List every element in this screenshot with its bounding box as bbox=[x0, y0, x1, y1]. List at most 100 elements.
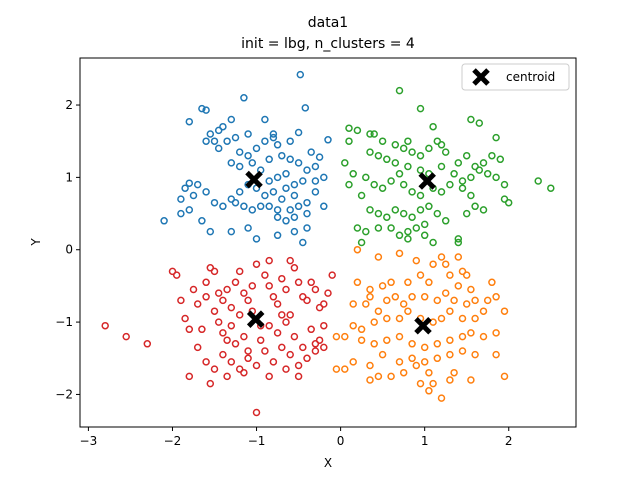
data-point-cluster-0 bbox=[227, 195, 236, 203]
data-point-cluster-0 bbox=[261, 191, 269, 200]
y-axis: −2 −1 0 1 2 bbox=[55, 98, 80, 401]
data-point-cluster-2 bbox=[404, 137, 412, 145]
data-point-cluster-1 bbox=[471, 350, 479, 359]
data-point-cluster-0 bbox=[278, 195, 286, 203]
data-point-cluster-2 bbox=[471, 202, 479, 211]
data-point-cluster-1 bbox=[471, 314, 479, 323]
data-point-cluster-1 bbox=[357, 336, 366, 344]
data-point-cluster-3 bbox=[324, 289, 332, 297]
data-point-cluster-2 bbox=[450, 170, 458, 178]
chart-title-line1: data1 bbox=[308, 15, 348, 31]
data-point-cluster-2 bbox=[504, 198, 513, 207]
data-point-cluster-2 bbox=[399, 180, 408, 189]
data-point-cluster-1 bbox=[425, 278, 433, 287]
data-point-cluster-3 bbox=[244, 347, 252, 355]
data-point-cluster-3 bbox=[235, 267, 244, 276]
data-point-cluster-0 bbox=[265, 155, 273, 164]
data-point-cluster-1 bbox=[479, 332, 488, 341]
data-point-cluster-1 bbox=[412, 256, 421, 265]
x-axis: −3 −2 −1 0 1 2 bbox=[80, 427, 513, 448]
data-point-cluster-0 bbox=[299, 177, 307, 185]
data-point-cluster-2 bbox=[391, 159, 400, 167]
data-point-cluster-3 bbox=[185, 372, 194, 381]
data-point-cluster-2 bbox=[479, 159, 488, 167]
y-tick-label: −2 bbox=[55, 387, 73, 401]
data-point-cluster-2 bbox=[416, 166, 425, 174]
data-point-cluster-3 bbox=[231, 278, 240, 287]
data-point-cluster-2 bbox=[378, 137, 387, 145]
data-point-cluster-0 bbox=[202, 137, 210, 145]
data-point-cluster-2 bbox=[483, 170, 492, 178]
data-point-cluster-0 bbox=[278, 151, 286, 160]
data-point-cluster-1 bbox=[492, 350, 500, 359]
data-point-cluster-0 bbox=[227, 227, 236, 236]
data-point-cluster-3 bbox=[278, 274, 286, 283]
data-point-cluster-3 bbox=[307, 325, 315, 334]
data-point-cluster-2 bbox=[500, 180, 509, 189]
data-point-cluster-1 bbox=[404, 307, 412, 315]
data-point-cluster-3 bbox=[248, 282, 257, 290]
data-point-cluster-1 bbox=[429, 260, 437, 268]
data-point-cluster-1 bbox=[458, 332, 467, 341]
data-point-cluster-0 bbox=[286, 155, 294, 164]
data-point-cluster-0 bbox=[303, 198, 311, 207]
data-point-cluster-3 bbox=[265, 321, 273, 330]
data-point-cluster-2 bbox=[404, 235, 412, 243]
data-point-cluster-3 bbox=[311, 285, 320, 294]
data-point-cluster-3 bbox=[286, 311, 294, 319]
legend-centroid-marker bbox=[472, 68, 490, 86]
data-point-cluster-1 bbox=[412, 361, 421, 370]
data-point-cluster-2 bbox=[387, 177, 395, 185]
x-tick-label: 2 bbox=[505, 434, 513, 448]
data-point-cluster-3 bbox=[315, 303, 324, 312]
data-point-cluster-2 bbox=[412, 224, 421, 232]
data-point-cluster-1 bbox=[458, 347, 467, 355]
data-point-cluster-2 bbox=[408, 213, 416, 221]
data-point-cluster-0 bbox=[210, 137, 219, 145]
data-point-cluster-1 bbox=[483, 296, 492, 305]
legend-centroid-icon bbox=[472, 68, 490, 86]
data-point-cluster-3 bbox=[122, 332, 130, 341]
data-point-cluster-3 bbox=[269, 293, 278, 301]
data-point-cluster-1 bbox=[341, 332, 349, 341]
data-point-cluster-1 bbox=[399, 368, 408, 377]
data-point-cluster-0 bbox=[311, 162, 320, 171]
data-point-cluster-0 bbox=[240, 202, 248, 211]
data-point-cluster-1 bbox=[332, 365, 341, 373]
data-point-cluster-1 bbox=[471, 296, 479, 305]
x-tick-label: −3 bbox=[80, 434, 98, 448]
data-point-cluster-0 bbox=[290, 191, 299, 200]
data-point-cluster-3 bbox=[214, 318, 223, 326]
data-point-cluster-0 bbox=[252, 235, 261, 243]
data-point-cluster-2 bbox=[433, 209, 442, 218]
chart-title-line2: init = lbg, n_clusters = 4 bbox=[241, 36, 415, 52]
data-point-cluster-1 bbox=[387, 372, 395, 381]
plot-frame bbox=[79, 57, 577, 428]
centroid-marker bbox=[245, 170, 263, 189]
data-point-cluster-0 bbox=[303, 166, 311, 174]
data-point-cluster-0 bbox=[160, 217, 168, 225]
data-point-cluster-2 bbox=[429, 238, 437, 247]
data-point-cluster-1 bbox=[441, 289, 450, 297]
data-point-cluster-3 bbox=[278, 311, 286, 319]
data-point-cluster-2 bbox=[437, 188, 446, 196]
data-point-cluster-3 bbox=[278, 343, 286, 352]
data-point-cluster-0 bbox=[244, 224, 252, 232]
data-point-cluster-1 bbox=[395, 332, 404, 341]
data-point-cluster-2 bbox=[454, 238, 463, 247]
data-point-cluster-2 bbox=[408, 148, 416, 156]
data-point-cluster-1 bbox=[420, 293, 429, 301]
data-point-cluster-2 bbox=[416, 151, 425, 160]
data-point-cluster-3 bbox=[227, 303, 236, 312]
data-point-cluster-2 bbox=[475, 166, 484, 174]
data-point-cluster-2 bbox=[496, 155, 505, 164]
data-point-cluster-2 bbox=[547, 184, 555, 192]
centroid-marker bbox=[246, 310, 265, 328]
data-point-cluster-2 bbox=[345, 137, 353, 145]
data-point-cluster-0 bbox=[235, 162, 244, 171]
data-point-cluster-1 bbox=[408, 354, 416, 363]
data-point-cluster-0 bbox=[282, 217, 290, 225]
legend: centroid bbox=[461, 63, 570, 91]
data-point-cluster-1 bbox=[467, 376, 475, 384]
data-point-cluster-3 bbox=[168, 267, 177, 276]
